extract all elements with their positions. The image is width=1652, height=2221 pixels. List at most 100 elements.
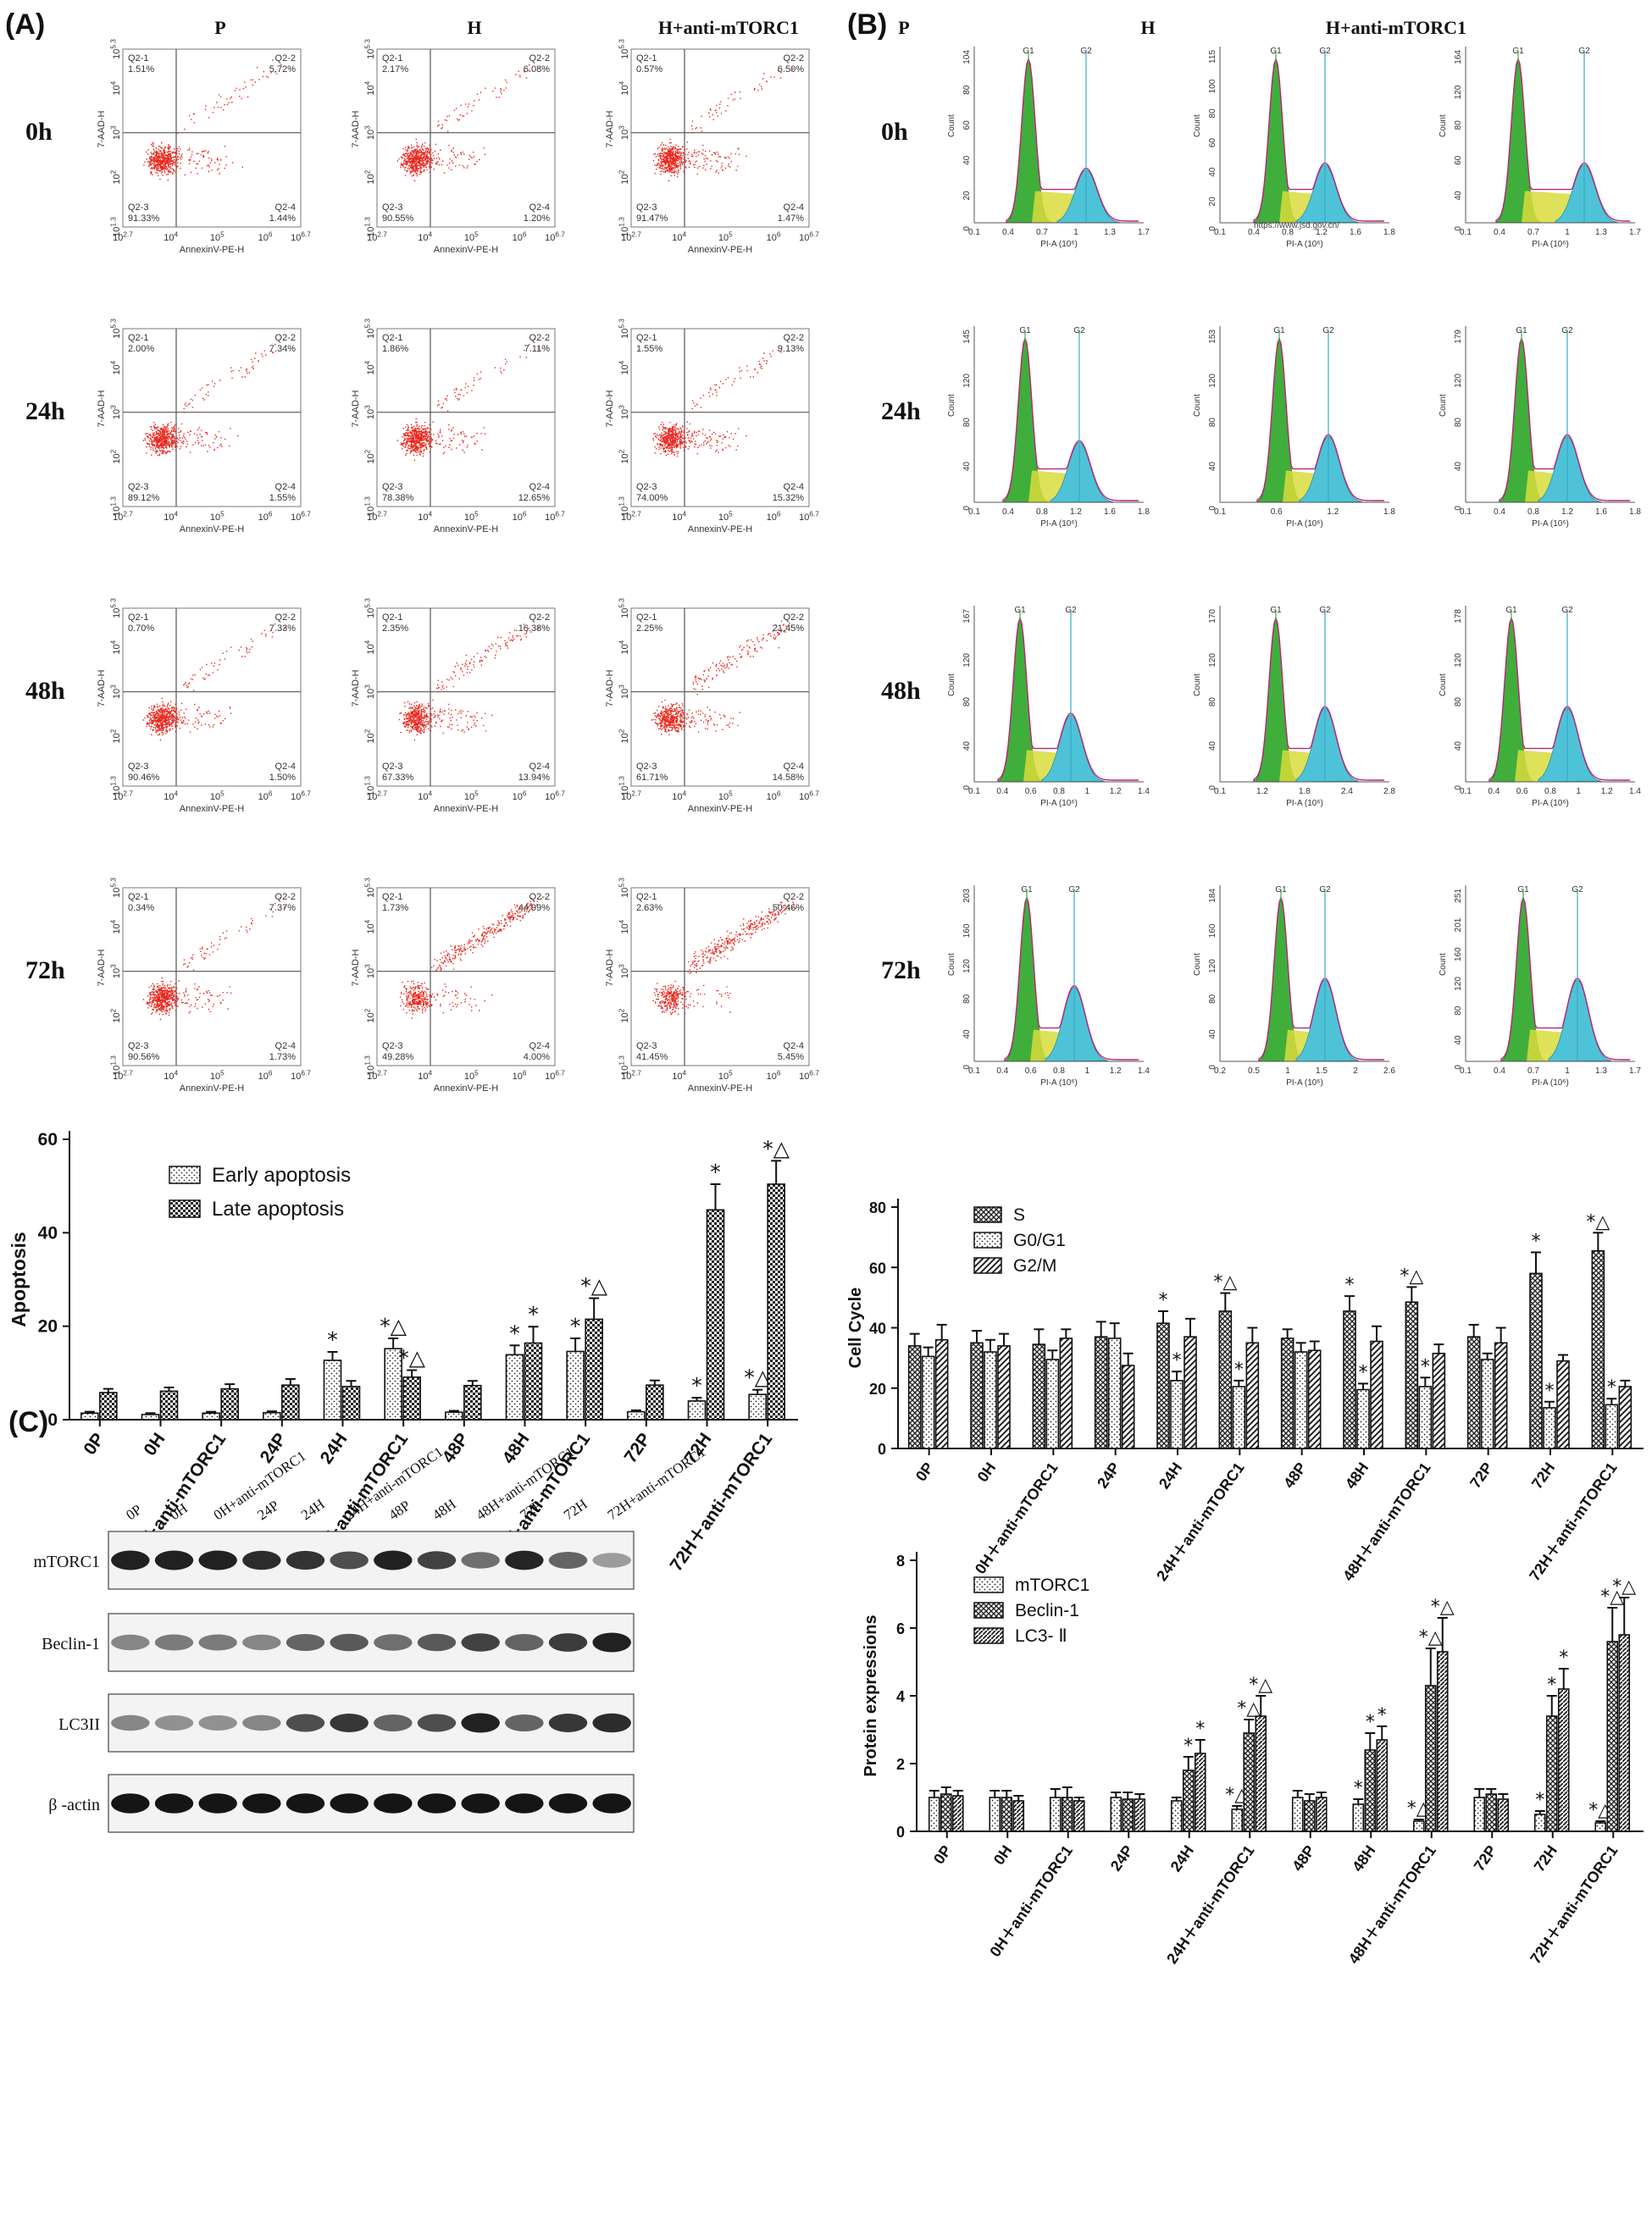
hist-y-tick: 120 [1454, 653, 1463, 667]
hist-y-label: Count [947, 673, 956, 696]
flow-y-tick: 104 [618, 919, 630, 933]
fit-curve [1258, 895, 1384, 1061]
hist-x-tick: 0.6 [1025, 787, 1037, 796]
flow-y-tick: 105.3 [618, 39, 630, 59]
hist-x-tick: 0.6 [1271, 507, 1283, 517]
flow-y-axis-label: 7-AAD-H [97, 110, 107, 147]
g2-peak [1045, 987, 1109, 1062]
flow-plot-frame [376, 328, 556, 507]
quadrant-q3-value: 90.56% [128, 1052, 160, 1062]
flow-x-tick: 105 [718, 790, 733, 802]
bar-Late apoptosis [402, 1376, 421, 1421]
hist-x-label: PI-A (10⁶) [1286, 519, 1323, 529]
g2-label: G2 [1319, 606, 1331, 615]
column-header-b-1: H [1140, 17, 1155, 38]
bar-G2/M [1494, 1342, 1508, 1449]
hist-y-tick: 120 [1208, 374, 1217, 388]
hist-x-tick: 0.1 [968, 787, 980, 796]
significance-mark: * [1234, 1360, 1244, 1381]
blot-band [461, 1633, 500, 1652]
hist-x-label: PI-A (10⁶) [1040, 240, 1078, 249]
quadrant-q1-value: 1.86% [382, 344, 408, 354]
scatter-events [398, 623, 540, 741]
bar-Beclin-1 [1243, 1732, 1256, 1832]
flow-y-tick: 103 [364, 405, 376, 419]
blot-band [417, 1793, 457, 1814]
fit-curve [1002, 336, 1139, 502]
quadrant-q4-name: Q2-4 [784, 482, 804, 492]
flow-x-tick: 104 [164, 790, 178, 802]
hist-x-tick: 0.1 [968, 1066, 980, 1076]
hist-y-tick: 80 [1454, 120, 1463, 130]
flow-x-tick: 106 [258, 790, 273, 802]
blot-lane-label: 48H [430, 1496, 459, 1523]
flow-x-tick: 105 [464, 1070, 479, 1082]
bar-Beclin-1 [1364, 1749, 1377, 1832]
blot-band [592, 1553, 631, 1568]
hist-y-tick: 0 [962, 785, 972, 790]
histogram-2-1: G1 G2 0 40 80 120 170 0.1 1.2 1.8 2.4 2.8 PI-A (10⁶)… [1193, 606, 1395, 808]
quadrant-q4-value: 1.44% [269, 213, 296, 224]
bar-G2/M [934, 1338, 949, 1449]
hist-y-label: Count [947, 953, 956, 976]
chart-x-tick-label: 0H [974, 1459, 1000, 1485]
hist-x-tick: 1.8 [1138, 507, 1150, 517]
hist-x-tick: 0.8 [1544, 787, 1556, 796]
quadrant-q4-name: Q2-4 [275, 762, 296, 772]
flow-x-tick: 102.7 [367, 1070, 387, 1082]
hist-x-tick: 1.3 [1595, 228, 1607, 237]
flow-y-axis-label: 7-AAD-H [351, 949, 361, 986]
bar-Beclin-1 [1303, 1800, 1316, 1832]
bar-LC3- Ⅱ [1376, 1739, 1389, 1832]
flow-x-tick: 104 [164, 511, 178, 523]
column-header-b-0: P [898, 17, 909, 38]
quadrant-q4-value: 1.50% [269, 773, 296, 783]
fit-curve [1004, 895, 1139, 1061]
hist-x-tick: 0.5 [1248, 1066, 1260, 1076]
flow-x-tick: 106.7 [799, 1070, 819, 1082]
bar-mTORC1 [1594, 1822, 1607, 1832]
chart-x-tick-label: 72H＋anti-mTORC1 [667, 1429, 777, 1575]
chart-y-tick-label: 60 [869, 1260, 886, 1277]
quadrant-q1-name: Q2-1 [636, 612, 657, 623]
bar-mTORC1 [1231, 1808, 1244, 1832]
hist-x-tick: 1.7 [1629, 228, 1641, 237]
bar-mTORC1 [1533, 1814, 1546, 1832]
chart-x-tick-label: 0P [930, 1842, 955, 1868]
chart-y-tick-label: 80 [869, 1199, 886, 1216]
flow-plot-1-2: Q2-11.55% Q2-29.13% Q2-374.00% Q2-415.32% 10… [605, 318, 819, 534]
hist-x-tick: 1.4 [1629, 787, 1641, 796]
hist-x-tick: 0.1 [1460, 787, 1472, 796]
hist-y-label: Count [1193, 673, 1202, 696]
blot-lane-label: 48P [385, 1498, 413, 1524]
hist-y-tick: 0 [1208, 1065, 1217, 1070]
bar-Late apoptosis [220, 1387, 239, 1421]
quadrant-q2-name: Q2-2 [784, 612, 804, 623]
hist-x-tick: 1 [1085, 1066, 1090, 1076]
flow-x-tick: 102.7 [621, 511, 641, 523]
hist-x-tick: 0.2 [1214, 1066, 1226, 1076]
fit-curve [1256, 336, 1384, 502]
hist-y-tick: 251 [1454, 889, 1463, 903]
quadrant-q3-name: Q2-3 [382, 762, 402, 772]
chart-y-tick-label: 0 [47, 1410, 58, 1430]
flow-y-tick: 101.3 [618, 776, 630, 796]
significance-mark: * [1421, 1356, 1430, 1377]
fit-curve [1253, 57, 1384, 223]
significance-mark: * [509, 1321, 520, 1345]
flow-x-axis-label: AnnexinV-PE-H [434, 804, 498, 814]
flow-x-tick: 106 [767, 231, 781, 243]
bar-S [1466, 1336, 1481, 1449]
bar-Early apoptosis [566, 1350, 585, 1421]
hist-y-tick: 100 [1208, 79, 1217, 93]
blot-band [505, 1550, 544, 1570]
fit-curve [1253, 616, 1384, 782]
quadrant-q3-name: Q2-3 [382, 1041, 402, 1051]
bar-Early apoptosis [627, 1410, 646, 1421]
hist-y-tick: 120 [962, 959, 972, 973]
flow-y-axis-label: 7-AAD-H [605, 390, 615, 427]
chart-y-tick-label: 0 [878, 1441, 886, 1458]
hist-x-tick: 1.2 [1110, 1066, 1122, 1076]
flow-plot-frame [376, 887, 556, 1066]
